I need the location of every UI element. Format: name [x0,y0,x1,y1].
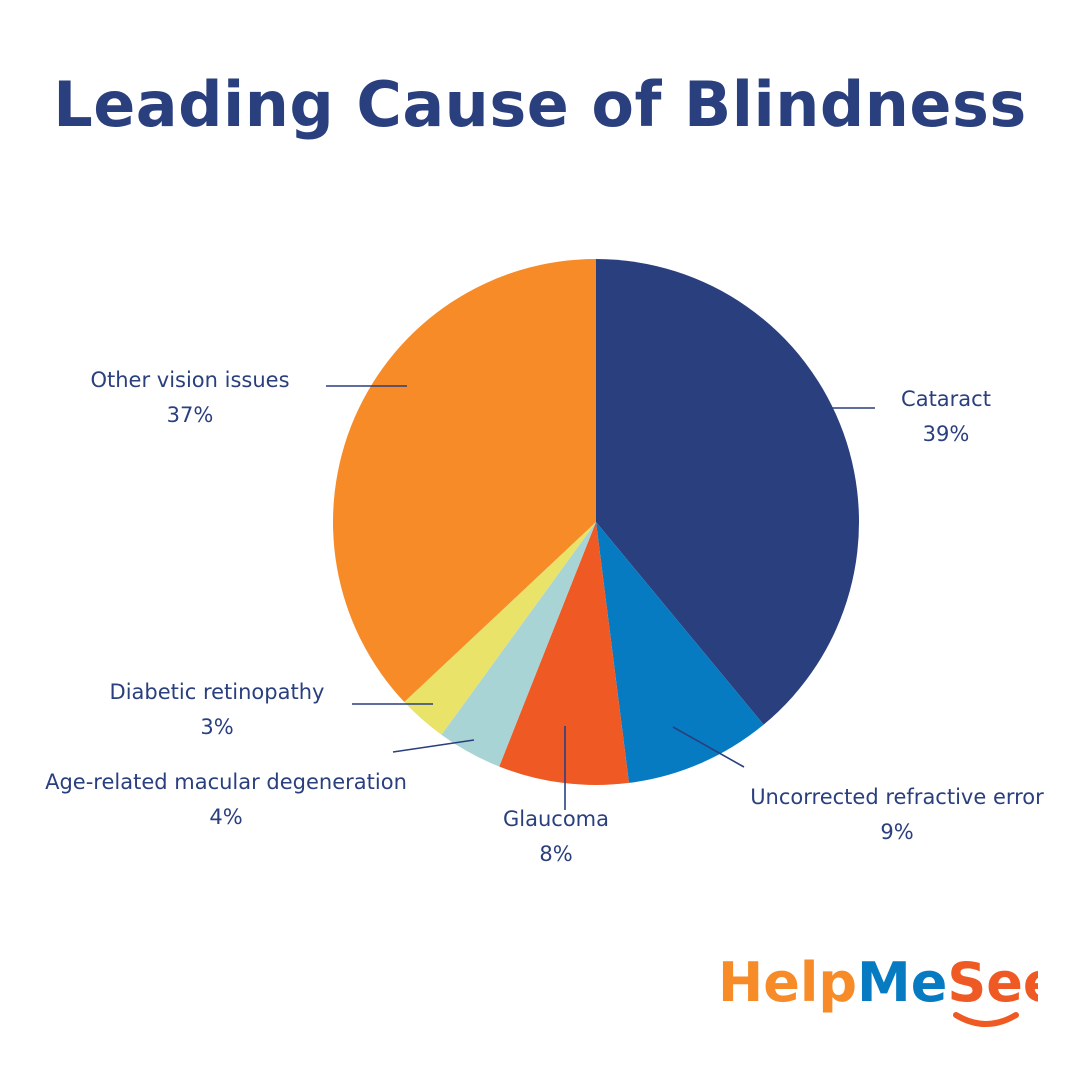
slice-label-age-related-macular-degeneration: Age-related macular degeneration [45,770,407,794]
pie-slice-other-vision-issues [332,259,596,703]
pie-slice-cataract [596,259,859,725]
chart-title: Leading Cause of Blindness [53,68,1027,141]
slice-value-other-vision-issues: 37% [167,403,214,427]
logo-me: Me [857,951,947,1014]
leader-lines [326,385,875,810]
helpmesee-logo: HelpMeSee [718,951,1038,1027]
slice-label-uncorrected-refractive-error: Uncorrected refractive error [750,785,1044,809]
svg-text:HelpMeSee: HelpMeSee [718,951,1038,1014]
pie-slice-uncorrected-refractive-error [596,522,764,783]
slice-label-cataract: Cataract [901,387,991,411]
slice-value-age-related-macular-degeneration: 4% [209,805,242,829]
leader-line-uncorrected-refractive-error [672,726,745,768]
slice-label-other-vision-issues: Other vision issues [90,368,289,392]
logo-see: See [947,951,1038,1014]
slice-value-uncorrected-refractive-error: 9% [880,820,913,844]
slice-value-diabetic-retinopathy: 3% [200,715,233,739]
pie-slice-age-related-macular-degeneration [441,522,596,767]
slice-label-diabetic-retinopathy: Diabetic retinopathy [110,680,325,704]
pie-slice-glaucoma [499,522,629,785]
pie-slice-diabetic-retinopathy [404,522,596,735]
logo-help: Help [718,951,857,1014]
slice-labels: Cataract 39% Uncorrected refractive error 9… [45,368,1044,866]
logo-smile [953,1012,1019,1027]
slice-value-glaucoma: 8% [539,842,572,866]
pie-slices [332,259,859,785]
slice-label-glaucoma: Glaucoma [503,807,609,831]
slice-value-cataract: 39% [923,422,970,446]
leader-line-age-related-macular-degeneration [392,739,475,753]
